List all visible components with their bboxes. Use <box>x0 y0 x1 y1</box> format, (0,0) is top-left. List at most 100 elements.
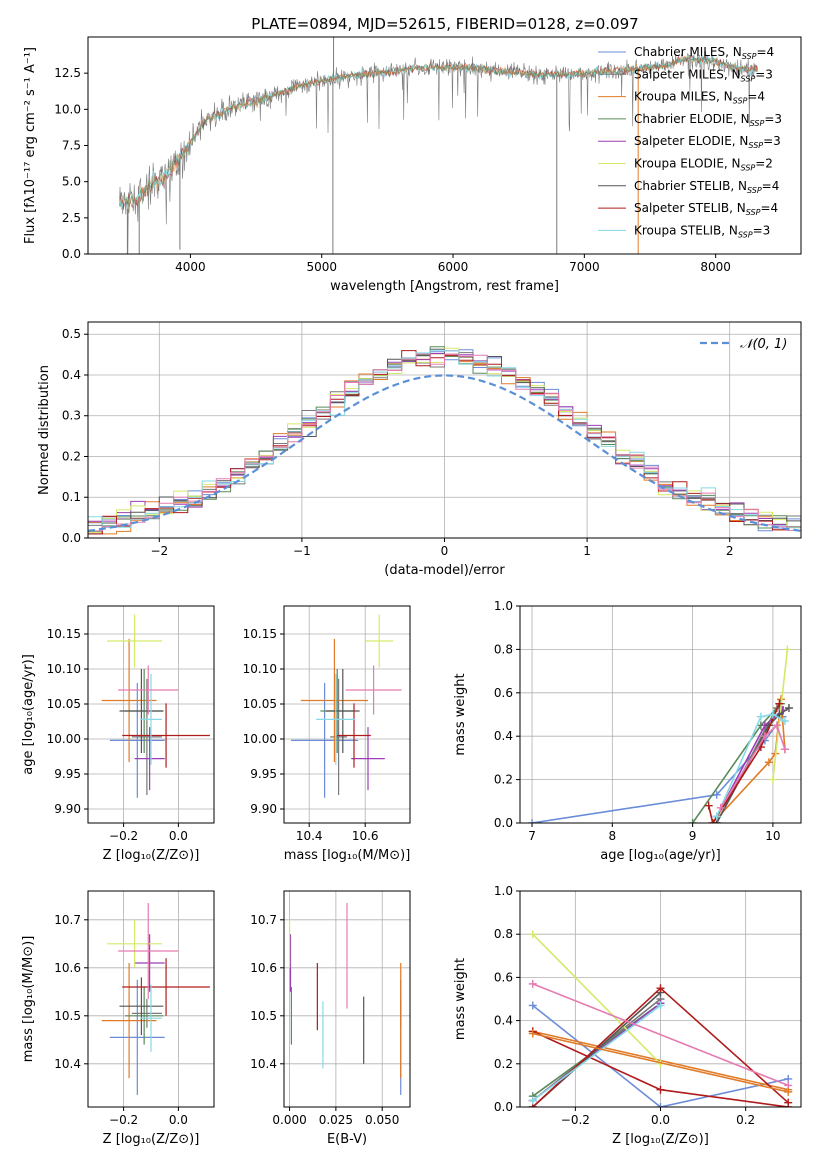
y-tick-label: 10.5 <box>250 1009 277 1023</box>
y-tick-label: 10.15 <box>47 627 81 641</box>
x-tick-label: 0.0 <box>169 829 188 843</box>
weight-marker <box>716 803 725 812</box>
residuals-ylabel: Normed distribution <box>37 365 52 495</box>
x-tick-label: 6000 <box>438 260 469 274</box>
weight-series <box>707 703 781 823</box>
y-tick-label: 0.2 <box>62 449 81 463</box>
z-weight-ylabel: mass weight <box>453 958 468 1040</box>
ebv-mass-xlabel: E(B-V) <box>327 1132 367 1147</box>
axes-frame: −0.2 0.0 0.2 0.0 0.2 0.4 0.6 0.8 1.0 <box>494 884 802 1127</box>
weight-marker <box>656 1001 665 1010</box>
axes-border <box>283 890 411 1108</box>
spectrum-plot: wavelength [Angstrom, rest frame] Flux [… <box>23 36 802 294</box>
y-tick-label: 10.5 <box>54 1009 81 1023</box>
y-tick-label: 0.2 <box>494 1057 513 1071</box>
x-tick-label: 0.050 <box>365 1113 399 1127</box>
weight-marker <box>784 703 793 712</box>
plot-area <box>528 645 793 823</box>
y-tick-label: 10.00 <box>47 732 81 746</box>
x-tick-label: −2 <box>150 544 168 558</box>
weight-marker <box>528 819 537 823</box>
axes-border <box>87 605 215 824</box>
grid-lines <box>284 891 410 1107</box>
y-tick-label: 9.95 <box>54 767 81 781</box>
grid-lines <box>88 891 214 1107</box>
x-tick-label: 10.6 <box>352 829 379 843</box>
y-tick-label: 9.90 <box>54 802 81 816</box>
y-tick-label: 1.0 <box>494 884 513 898</box>
weight-marker <box>760 732 769 741</box>
weight-marker <box>780 717 789 726</box>
x-tick-label: 0.0 <box>169 1113 188 1127</box>
plot-area <box>101 614 210 798</box>
plot-area <box>118 37 758 254</box>
axes-frame: 4000 5000 6000 7000 8000 0.0 2.5 5.0 7.5 10.0 12.5… <box>54 36 802 274</box>
z-weight-plot: Z [log₁₀(Z/Z⊙)] mass weight −0.2 0.0 0.2 0.… <box>453 884 802 1147</box>
plot-area <box>288 903 402 1095</box>
y-tick-label: 0.6 <box>494 686 513 700</box>
weight-marker <box>756 712 765 721</box>
x-tick-label: 0.0 <box>651 1113 670 1127</box>
y-tick-label: 10.6 <box>54 961 81 975</box>
grid-lines <box>520 605 801 824</box>
y-tick-label: 0.0 <box>62 531 81 545</box>
z-age-xlabel: Z [log₁₀(Z/Z⊙)] <box>103 848 200 863</box>
y-tick-label: 10.7 <box>54 913 81 927</box>
spectrum-legend: Chabrier MILES, NSSP=4 Salpeter MILES, NS… <box>598 45 782 239</box>
y-tick-label: 10.6 <box>250 961 277 975</box>
z-mass-plot: Z [log₁₀(Z/Z⊙)] mass [log₁₀(M/M⊙)] −0.2 0… <box>21 890 215 1147</box>
weight-marker <box>528 930 537 939</box>
y-tick-label: 10.10 <box>47 662 81 676</box>
plot-area <box>528 930 793 1107</box>
residuals-plot: (data-model)/error Normed distribution −… <box>37 321 802 578</box>
legend-label: 𝒩(0, 1) <box>740 337 787 352</box>
z-age-ylabel: age [log₁₀(age/yr)] <box>21 654 36 775</box>
legend-label: Salpeter MILES, NSSP=3 <box>634 67 773 83</box>
axes-frame: −0.2 0.0 10.4 10.5 10.6 10.7 <box>54 890 215 1127</box>
x-tick-label: 7000 <box>569 260 600 274</box>
normal-curve <box>88 374 801 532</box>
y-tick-label: 10.05 <box>243 697 277 711</box>
z-mass-xlabel: Z [log₁₀(Z/Z⊙)] <box>103 1132 200 1147</box>
plot-area <box>291 614 402 798</box>
spectrum-model-line <box>119 56 758 207</box>
x-tick-label: 8 <box>609 829 617 843</box>
y-tick-label: 9.90 <box>250 802 277 816</box>
x-tick-label: 0.000 <box>272 1113 306 1127</box>
z-weight-xlabel: Z [log₁₀(Z/Z⊙)] <box>612 1132 709 1147</box>
y-tick-label: 7.5 <box>62 139 81 153</box>
grid-lines <box>284 606 410 823</box>
x-tick-label: 8000 <box>700 260 731 274</box>
x-tick-label: −0.2 <box>109 829 138 843</box>
weight-marker <box>775 699 784 708</box>
axes-border <box>283 605 411 824</box>
x-tick-label: −1 <box>293 544 311 558</box>
y-tick-label: 0.3 <box>62 409 81 423</box>
y-tick-label: 0.4 <box>62 368 81 382</box>
legend-label: Kroupa STELIB, NSSP=3 <box>634 223 770 239</box>
y-tick-label: 0.0 <box>494 816 513 830</box>
x-tick-label: 0.2 <box>736 1113 755 1127</box>
weight-marker <box>528 1001 537 1010</box>
x-tick-label: 10 <box>765 829 780 843</box>
mass-age-xlabel: mass [log₁₀(M/M⊙)] <box>284 848 411 863</box>
z-mass-ylabel: mass [log₁₀(M/M⊙)] <box>21 936 36 1063</box>
weight-series <box>720 723 786 809</box>
y-tick-label: 0.1 <box>62 490 81 504</box>
y-tick-label: 0.4 <box>494 1014 513 1028</box>
y-tick-label: 10.05 <box>47 697 81 711</box>
y-tick-label: 12.5 <box>54 66 81 80</box>
y-tick-label: 0.2 <box>494 773 513 787</box>
x-tick-label: 1 <box>583 544 591 558</box>
weight-marker <box>784 1087 793 1096</box>
y-tick-label: 0.4 <box>494 729 513 743</box>
y-tick-label: 10.4 <box>54 1057 81 1071</box>
weight-series <box>532 933 662 1065</box>
spectrum-data-line <box>119 50 758 254</box>
age-weight-ylabel: mass weight <box>453 673 468 755</box>
weight-marker <box>704 801 713 810</box>
y-tick-label: 9.95 <box>250 767 277 781</box>
age-weight-plot: age [log₁₀(age/yr)] mass weight 7 8 9 10 0.0… <box>453 599 802 863</box>
axes-border <box>519 605 802 824</box>
